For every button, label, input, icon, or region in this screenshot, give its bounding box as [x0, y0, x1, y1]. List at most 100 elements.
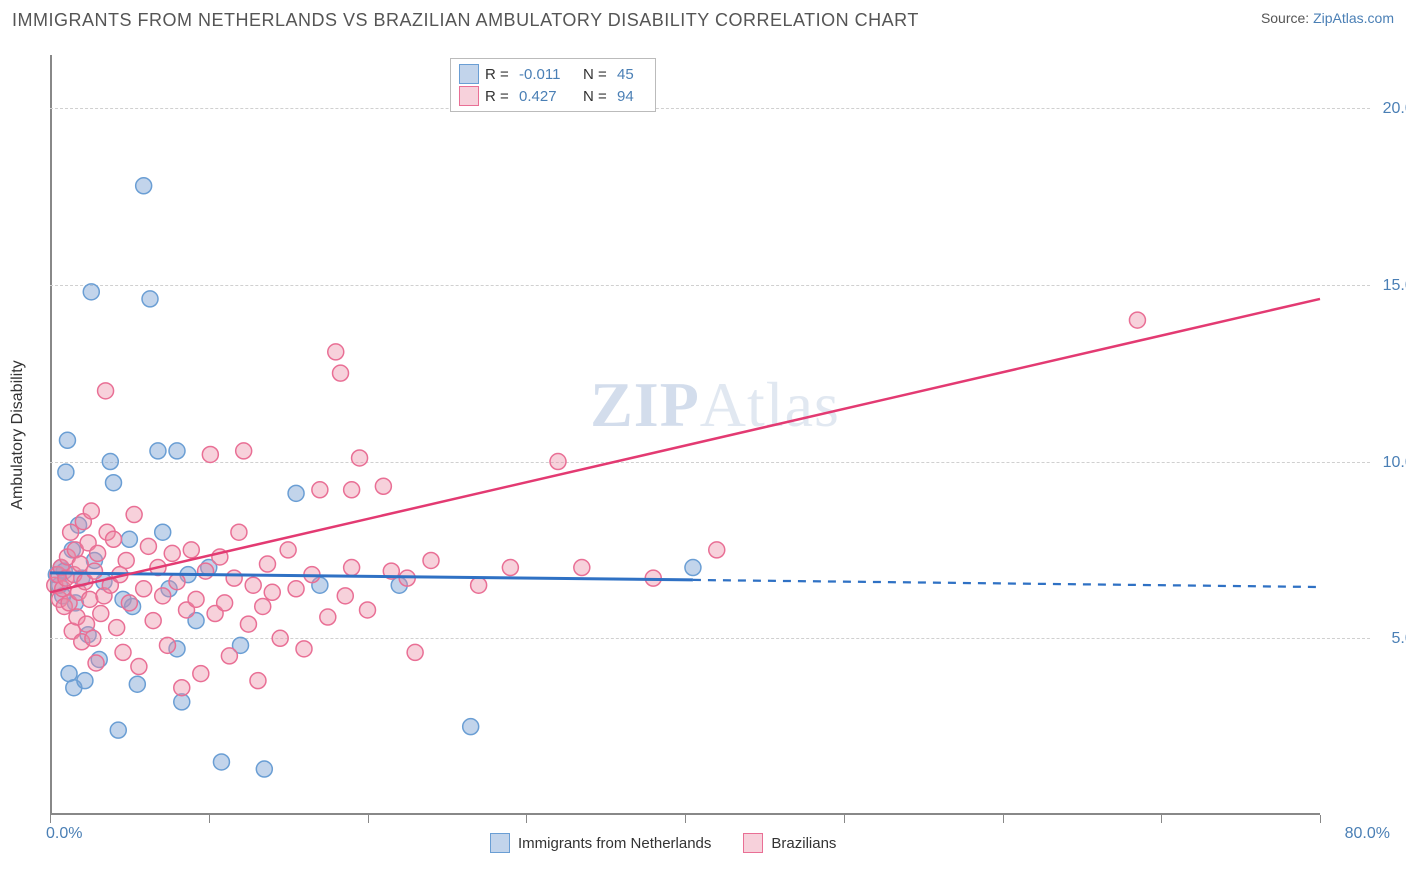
scatter-point-brazilians	[502, 560, 518, 576]
scatter-point-netherlands	[169, 443, 185, 459]
scatter-point-brazilians	[407, 644, 423, 660]
scatter-point-netherlands	[136, 178, 152, 194]
scatter-point-brazilians	[136, 581, 152, 597]
scatter-point-brazilians	[169, 574, 185, 590]
scatter-point-netherlands	[288, 485, 304, 501]
scatter-point-brazilians	[259, 556, 275, 572]
n-value-brazilians: 94	[617, 88, 647, 105]
correlation-legend-row-2: R = 0.427 N = 94	[459, 85, 647, 107]
y-tick-label: 15.0%	[1383, 277, 1406, 295]
x-tick	[209, 815, 210, 823]
x-min-label: 0.0%	[46, 825, 82, 843]
scatter-point-brazilians	[550, 454, 566, 470]
scatter-point-brazilians	[188, 591, 204, 607]
x-tick	[685, 815, 686, 823]
scatter-point-netherlands	[155, 524, 171, 540]
series-legend-item-2: Brazilians	[743, 833, 836, 853]
scatter-point-brazilians	[423, 552, 439, 568]
trendline-extrapolated-netherlands	[693, 580, 1320, 587]
scatter-point-netherlands	[129, 676, 145, 692]
y-tick-label: 20.0%	[1383, 100, 1406, 118]
scatter-point-brazilians	[217, 595, 233, 611]
chart-header: IMMIGRANTS FROM NETHERLANDS VS BRAZILIAN…	[12, 10, 1394, 31]
scatter-point-brazilians	[226, 570, 242, 586]
scatter-point-netherlands	[121, 531, 137, 547]
y-tick-label: 5.0%	[1392, 630, 1406, 648]
scatter-point-netherlands	[77, 673, 93, 689]
series-legend: Immigrants from Netherlands Brazilians	[490, 833, 858, 853]
series-label-brazilians: Brazilians	[771, 835, 836, 852]
scatter-point-brazilians	[471, 577, 487, 593]
x-tick	[50, 815, 51, 823]
scatter-point-brazilians	[236, 443, 252, 459]
chart-area: Ambulatory Disability 5.0%10.0%15.0%20.0…	[50, 55, 1380, 815]
series-label-netherlands: Immigrants from Netherlands	[518, 835, 711, 852]
scatter-point-brazilians	[337, 588, 353, 604]
scatter-point-brazilians	[344, 482, 360, 498]
correlation-legend-row-1: R = -0.011 N = 45	[459, 63, 647, 85]
scatter-point-brazilians	[106, 531, 122, 547]
source-prefix: Source:	[1261, 10, 1313, 26]
scatter-point-brazilians	[174, 680, 190, 696]
legend-swatch-brazilians	[743, 833, 763, 853]
scatter-point-brazilians	[72, 556, 88, 572]
scatter-plot-svg	[50, 55, 1370, 815]
scatter-point-brazilians	[272, 630, 288, 646]
x-tick	[526, 815, 527, 823]
scatter-point-brazilians	[131, 659, 147, 675]
scatter-point-netherlands	[83, 284, 99, 300]
scatter-point-brazilians	[85, 630, 101, 646]
scatter-point-netherlands	[59, 432, 75, 448]
scatter-point-brazilians	[83, 503, 99, 519]
scatter-point-netherlands	[110, 722, 126, 738]
legend-swatch-netherlands	[490, 833, 510, 853]
r-value-brazilians: 0.427	[519, 88, 577, 105]
scatter-point-brazilians	[264, 584, 280, 600]
r-label: R =	[485, 66, 513, 83]
scatter-point-brazilians	[126, 507, 142, 523]
chart-title: IMMIGRANTS FROM NETHERLANDS VS BRAZILIAN…	[12, 10, 919, 31]
n-label: N =	[583, 88, 611, 105]
scatter-point-brazilians	[159, 637, 175, 653]
scatter-point-netherlands	[685, 560, 701, 576]
scatter-point-brazilians	[288, 581, 304, 597]
scatter-point-brazilians	[296, 641, 312, 657]
scatter-point-brazilians	[115, 644, 131, 660]
scatter-point-netherlands	[58, 464, 74, 480]
scatter-point-brazilians	[360, 602, 376, 618]
scatter-point-brazilians	[312, 482, 328, 498]
n-value-netherlands: 45	[617, 66, 647, 83]
scatter-point-brazilians	[86, 563, 102, 579]
source-link-text[interactable]: ZipAtlas.com	[1313, 10, 1394, 26]
chart-source: Source: ZipAtlas.com	[1261, 10, 1394, 26]
scatter-point-brazilians	[328, 344, 344, 360]
x-tick	[368, 815, 369, 823]
series-legend-item-1: Immigrants from Netherlands	[490, 833, 711, 853]
x-tick	[1320, 815, 1321, 823]
scatter-point-brazilians	[98, 383, 114, 399]
scatter-point-brazilians	[1129, 312, 1145, 328]
scatter-point-brazilians	[183, 542, 199, 558]
scatter-point-brazilians	[231, 524, 247, 540]
r-label: R =	[485, 88, 513, 105]
scatter-point-brazilians	[352, 450, 368, 466]
scatter-point-brazilians	[109, 620, 125, 636]
scatter-point-brazilians	[118, 552, 134, 568]
correlation-legend: R = -0.011 N = 45 R = 0.427 N = 94	[450, 58, 656, 112]
scatter-point-brazilians	[320, 609, 336, 625]
scatter-point-brazilians	[198, 563, 214, 579]
n-label: N =	[583, 66, 611, 83]
y-tick-label: 10.0%	[1383, 454, 1406, 472]
scatter-point-brazilians	[574, 560, 590, 576]
scatter-point-netherlands	[463, 719, 479, 735]
scatter-point-netherlands	[142, 291, 158, 307]
scatter-point-brazilians	[193, 666, 209, 682]
scatter-point-brazilians	[202, 446, 218, 462]
scatter-point-brazilians	[240, 616, 256, 632]
scatter-point-brazilians	[88, 655, 104, 671]
legend-swatch-netherlands	[459, 64, 479, 84]
scatter-point-netherlands	[102, 454, 118, 470]
scatter-point-brazilians	[250, 673, 266, 689]
scatter-point-brazilians	[280, 542, 296, 558]
scatter-point-brazilians	[164, 545, 180, 561]
